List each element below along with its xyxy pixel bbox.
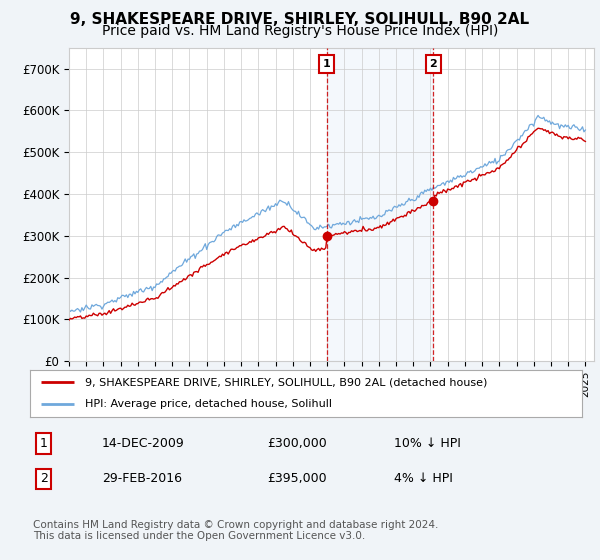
Text: 10% ↓ HPI: 10% ↓ HPI bbox=[394, 437, 461, 450]
Text: 4% ↓ HPI: 4% ↓ HPI bbox=[394, 472, 453, 486]
Text: 2: 2 bbox=[40, 472, 48, 486]
Text: £300,000: £300,000 bbox=[268, 437, 327, 450]
Text: 2: 2 bbox=[430, 59, 437, 69]
Text: 1: 1 bbox=[323, 59, 331, 69]
Text: HPI: Average price, detached house, Solihull: HPI: Average price, detached house, Soli… bbox=[85, 399, 332, 409]
Text: 9, SHAKESPEARE DRIVE, SHIRLEY, SOLIHULL, B90 2AL: 9, SHAKESPEARE DRIVE, SHIRLEY, SOLIHULL,… bbox=[70, 12, 530, 27]
Text: 14-DEC-2009: 14-DEC-2009 bbox=[102, 437, 185, 450]
Text: 9, SHAKESPEARE DRIVE, SHIRLEY, SOLIHULL, B90 2AL (detached house): 9, SHAKESPEARE DRIVE, SHIRLEY, SOLIHULL,… bbox=[85, 377, 488, 388]
Text: Price paid vs. HM Land Registry's House Price Index (HPI): Price paid vs. HM Land Registry's House … bbox=[102, 24, 498, 38]
Text: Contains HM Land Registry data © Crown copyright and database right 2024.
This d: Contains HM Land Registry data © Crown c… bbox=[33, 520, 439, 542]
Text: 1: 1 bbox=[40, 437, 48, 450]
Text: £395,000: £395,000 bbox=[268, 472, 327, 486]
Bar bbox=[326, 48, 433, 361]
Text: 29-FEB-2016: 29-FEB-2016 bbox=[102, 472, 182, 486]
